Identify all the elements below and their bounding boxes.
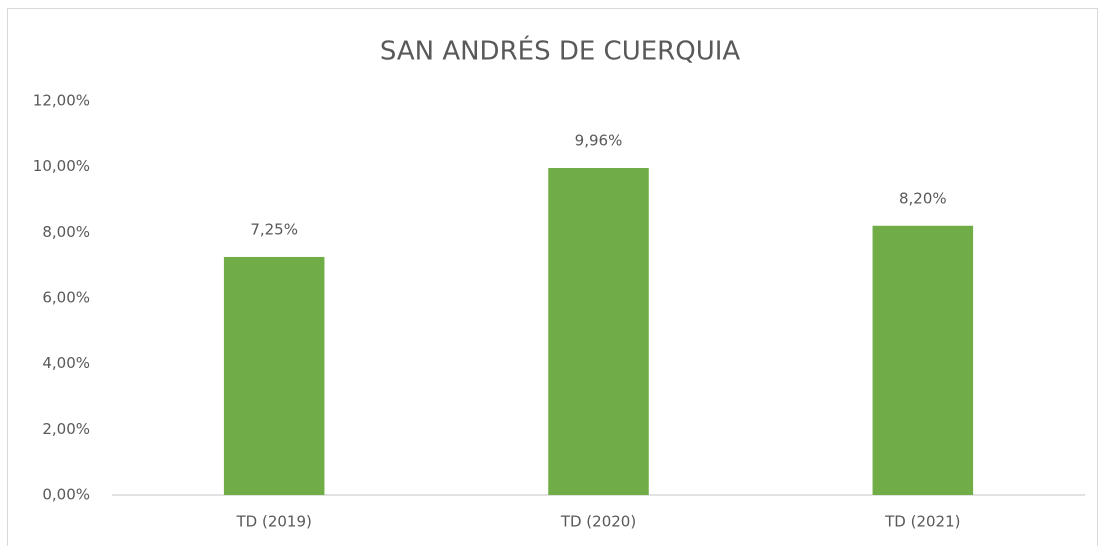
y-tick-label: 12,00% <box>33 92 90 110</box>
bar <box>548 167 649 496</box>
x-tick-label: TD (2019) <box>235 513 311 531</box>
data-label: 8,20% <box>899 189 947 207</box>
y-tick-label: 2,00% <box>42 420 90 438</box>
y-tick-label: 8,00% <box>42 223 90 241</box>
y-tick-label: 4,00% <box>42 354 90 372</box>
y-tick-label: 0,00% <box>42 486 90 504</box>
bar <box>223 256 325 495</box>
x-tick-label: TD (2021) <box>884 513 960 531</box>
bar <box>872 225 974 495</box>
data-label: 7,25% <box>250 220 298 238</box>
y-tick-label: 10,00% <box>33 157 90 175</box>
data-label: 9,96% <box>575 131 623 149</box>
chart-title: SAN ANDRÉS DE CUERQUIA <box>380 35 741 67</box>
x-tick-label: TD (2020) <box>560 513 636 531</box>
y-tick-label: 6,00% <box>42 289 90 307</box>
